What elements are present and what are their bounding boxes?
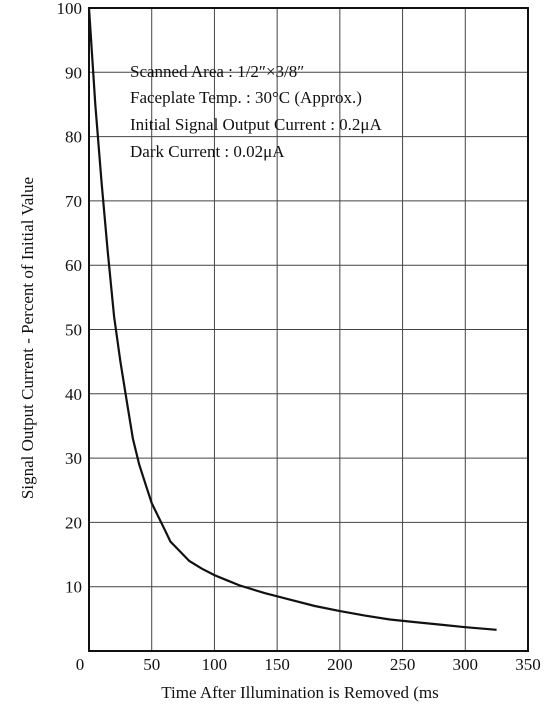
y-tick-label: 20 [65, 513, 82, 532]
x-axis-label: Time After Illumination is Removed (ms [161, 683, 439, 702]
x-tick-label: 50 [143, 655, 160, 674]
y-tick-label: 40 [65, 385, 82, 404]
x-tick-labels: 0 50 100 150 200 250 300 350 [76, 655, 541, 674]
decay-curve [87, 7, 497, 631]
annotation-faceplate-temp: Faceplate Temp. : 30°C (Approx.) [130, 88, 362, 107]
y-tick-label: 90 [65, 63, 82, 82]
y-axis-label: Signal Output Current - Percent of Initi… [18, 177, 37, 499]
x-tick-label: 100 [202, 655, 228, 674]
x-tick-label: 300 [453, 655, 479, 674]
y-tick-label: 10 [65, 578, 82, 597]
x-tick-label: 350 [515, 655, 541, 674]
x-tick-label: 150 [264, 655, 290, 674]
x-tick-label: 200 [327, 655, 353, 674]
y-tick-label: 100 [57, 0, 83, 18]
annotation-dark-current: Dark Current : 0.02μA [130, 142, 285, 161]
grid [89, 8, 528, 651]
y-tick-label: 70 [65, 192, 82, 211]
x-tick-label: 250 [390, 655, 416, 674]
y-tick-label: 50 [65, 321, 82, 340]
y-tick-label: 60 [65, 256, 82, 275]
annotation-initial-signal: Initial Signal Output Current : 0.2μA [130, 115, 383, 134]
y-tick-label: 80 [65, 128, 82, 147]
y-tick-labels: 10 20 30 40 50 60 70 80 90 100 [57, 0, 83, 597]
annotation-scanned-area: Scanned Area : 1/2″×3/8″ [130, 62, 304, 81]
x-tick-label: 0 [76, 655, 85, 674]
plot-frame [88, 7, 529, 652]
y-tick-label: 30 [65, 449, 82, 468]
